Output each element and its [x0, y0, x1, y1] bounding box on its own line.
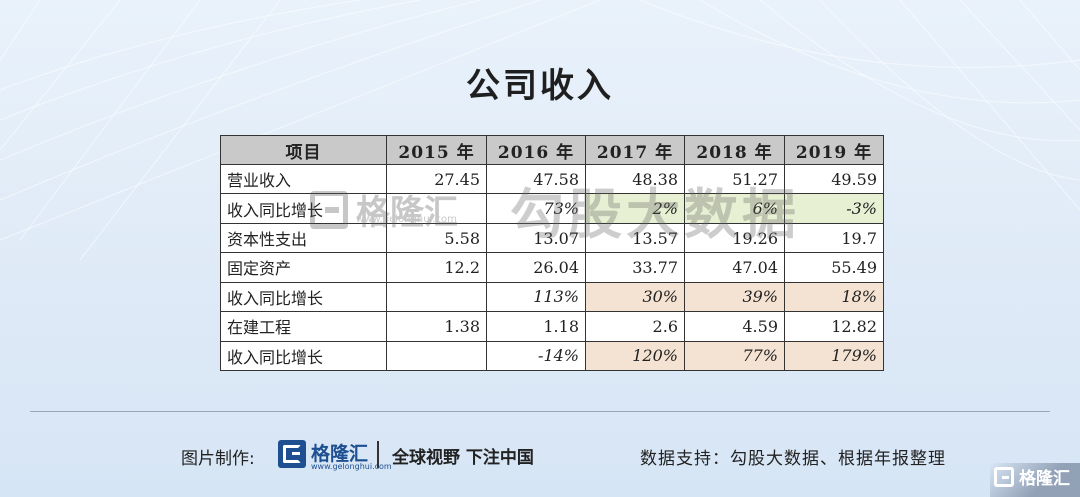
corner-logo-text: 格隆汇 [1019, 469, 1070, 489]
page-title: 公司收入 [466, 66, 614, 106]
table-cell: 39% [684, 281, 785, 313]
table-row: 收入同比增长 113% 30% 39% 18% [220, 281, 884, 313]
table-cell: 73% [486, 193, 586, 224]
credit-label: 图片制作: [181, 449, 255, 469]
table-cell: 2.6 [585, 311, 685, 342]
footer-brand-url: www.gelonghui.com [311, 462, 392, 471]
header-cell: 项目 [220, 135, 387, 165]
row-label: 收入同比增长 [220, 340, 387, 372]
table-cell: 48.38 [585, 163, 685, 195]
revenue-table: 项目 2015 年 2016 年 2017 年 2018 年 2019 年 营业… [220, 135, 884, 372]
table-row: 收入同比增长 73% 2% 6% -3% [220, 193, 884, 224]
table-cell: 5.58 [386, 222, 487, 254]
table-cell: 12.2 [386, 252, 487, 283]
table-cell: 179% [784, 340, 884, 372]
table-row: 营业收入 27.45 47.58 48.38 51.27 49.59 [220, 163, 884, 195]
table-cell: 1.18 [486, 311, 586, 342]
data-source: 数据支持：勾股大数据、根据年报整理 [640, 449, 946, 469]
corner-logo: 格隆汇 [994, 464, 1070, 489]
footer: 图片制作: 格隆汇 www.gelonghui.com 全球视野 下注中国 数据… [0, 437, 1080, 473]
table-cell: 47.04 [684, 252, 785, 283]
table-cell: 19.26 [684, 222, 785, 254]
data-table: 项目 2015 年 2016 年 2017 年 2018 年 2019 年 营业… [220, 135, 884, 372]
table-cell: 13.07 [486, 222, 586, 254]
table-cell: 120% [585, 340, 685, 372]
header-cell: 2016 年 [486, 135, 586, 165]
header-cell: 2019 年 [784, 135, 884, 165]
table-cell: 18% [784, 281, 884, 313]
table-cell: 2% [585, 193, 685, 224]
header-cell: 2015 年 [386, 135, 487, 165]
table-cell: 4.59 [684, 311, 785, 342]
row-label: 固定资产 [220, 252, 387, 283]
table-cell: 77% [684, 340, 785, 372]
table-cell: 6% [684, 193, 785, 224]
table-cell: 113% [486, 281, 586, 313]
divider [30, 411, 1050, 412]
row-label: 资本性支出 [220, 222, 387, 254]
table-cell: 19.7 [784, 222, 884, 254]
table-cell: 51.27 [684, 163, 785, 195]
table-cell: 55.49 [784, 252, 884, 283]
table-row: 资本性支出 5.58 13.07 13.57 19.26 19.7 [220, 222, 884, 254]
table-cell: 13.57 [585, 222, 685, 254]
table-cell [386, 193, 487, 224]
row-label: 收入同比增长 [220, 281, 387, 313]
corner-logo-icon [994, 466, 1014, 487]
table-cell: 12.82 [784, 311, 884, 342]
table-cell [386, 340, 487, 372]
footer-separator [377, 441, 379, 468]
header-cell: 2018 年 [684, 135, 785, 165]
table-row: 收入同比增长 -14% 120% 77% 179% [220, 340, 884, 372]
table-cell: 30% [585, 281, 685, 313]
table-cell: 47.58 [486, 163, 586, 195]
table-row: 在建工程 1.38 1.18 2.6 4.59 12.82 [220, 311, 884, 342]
table-cell: 1.38 [386, 311, 487, 342]
table-row: 固定资产 12.2 26.04 33.77 47.04 55.49 [220, 252, 884, 283]
table-cell: -14% [486, 340, 586, 372]
table-cell: 33.77 [585, 252, 685, 283]
table-cell: 49.59 [784, 163, 884, 195]
row-label: 在建工程 [220, 311, 387, 342]
gelonghui-logo-icon [278, 440, 306, 468]
table-cell: 26.04 [486, 252, 586, 283]
footer-brand: 格隆汇 [311, 443, 369, 465]
row-label: 营业收入 [220, 163, 387, 195]
table-cell [386, 281, 487, 313]
table-header-row: 项目 2015 年 2016 年 2017 年 2018 年 2019 年 [220, 135, 884, 165]
header-cell: 2017 年 [585, 135, 685, 165]
table-cell: 27.45 [386, 163, 487, 195]
table-cell: -3% [784, 193, 884, 224]
footer-slogan: 全球视野 下注中国 [392, 448, 534, 468]
row-label: 收入同比增长 [220, 193, 387, 224]
